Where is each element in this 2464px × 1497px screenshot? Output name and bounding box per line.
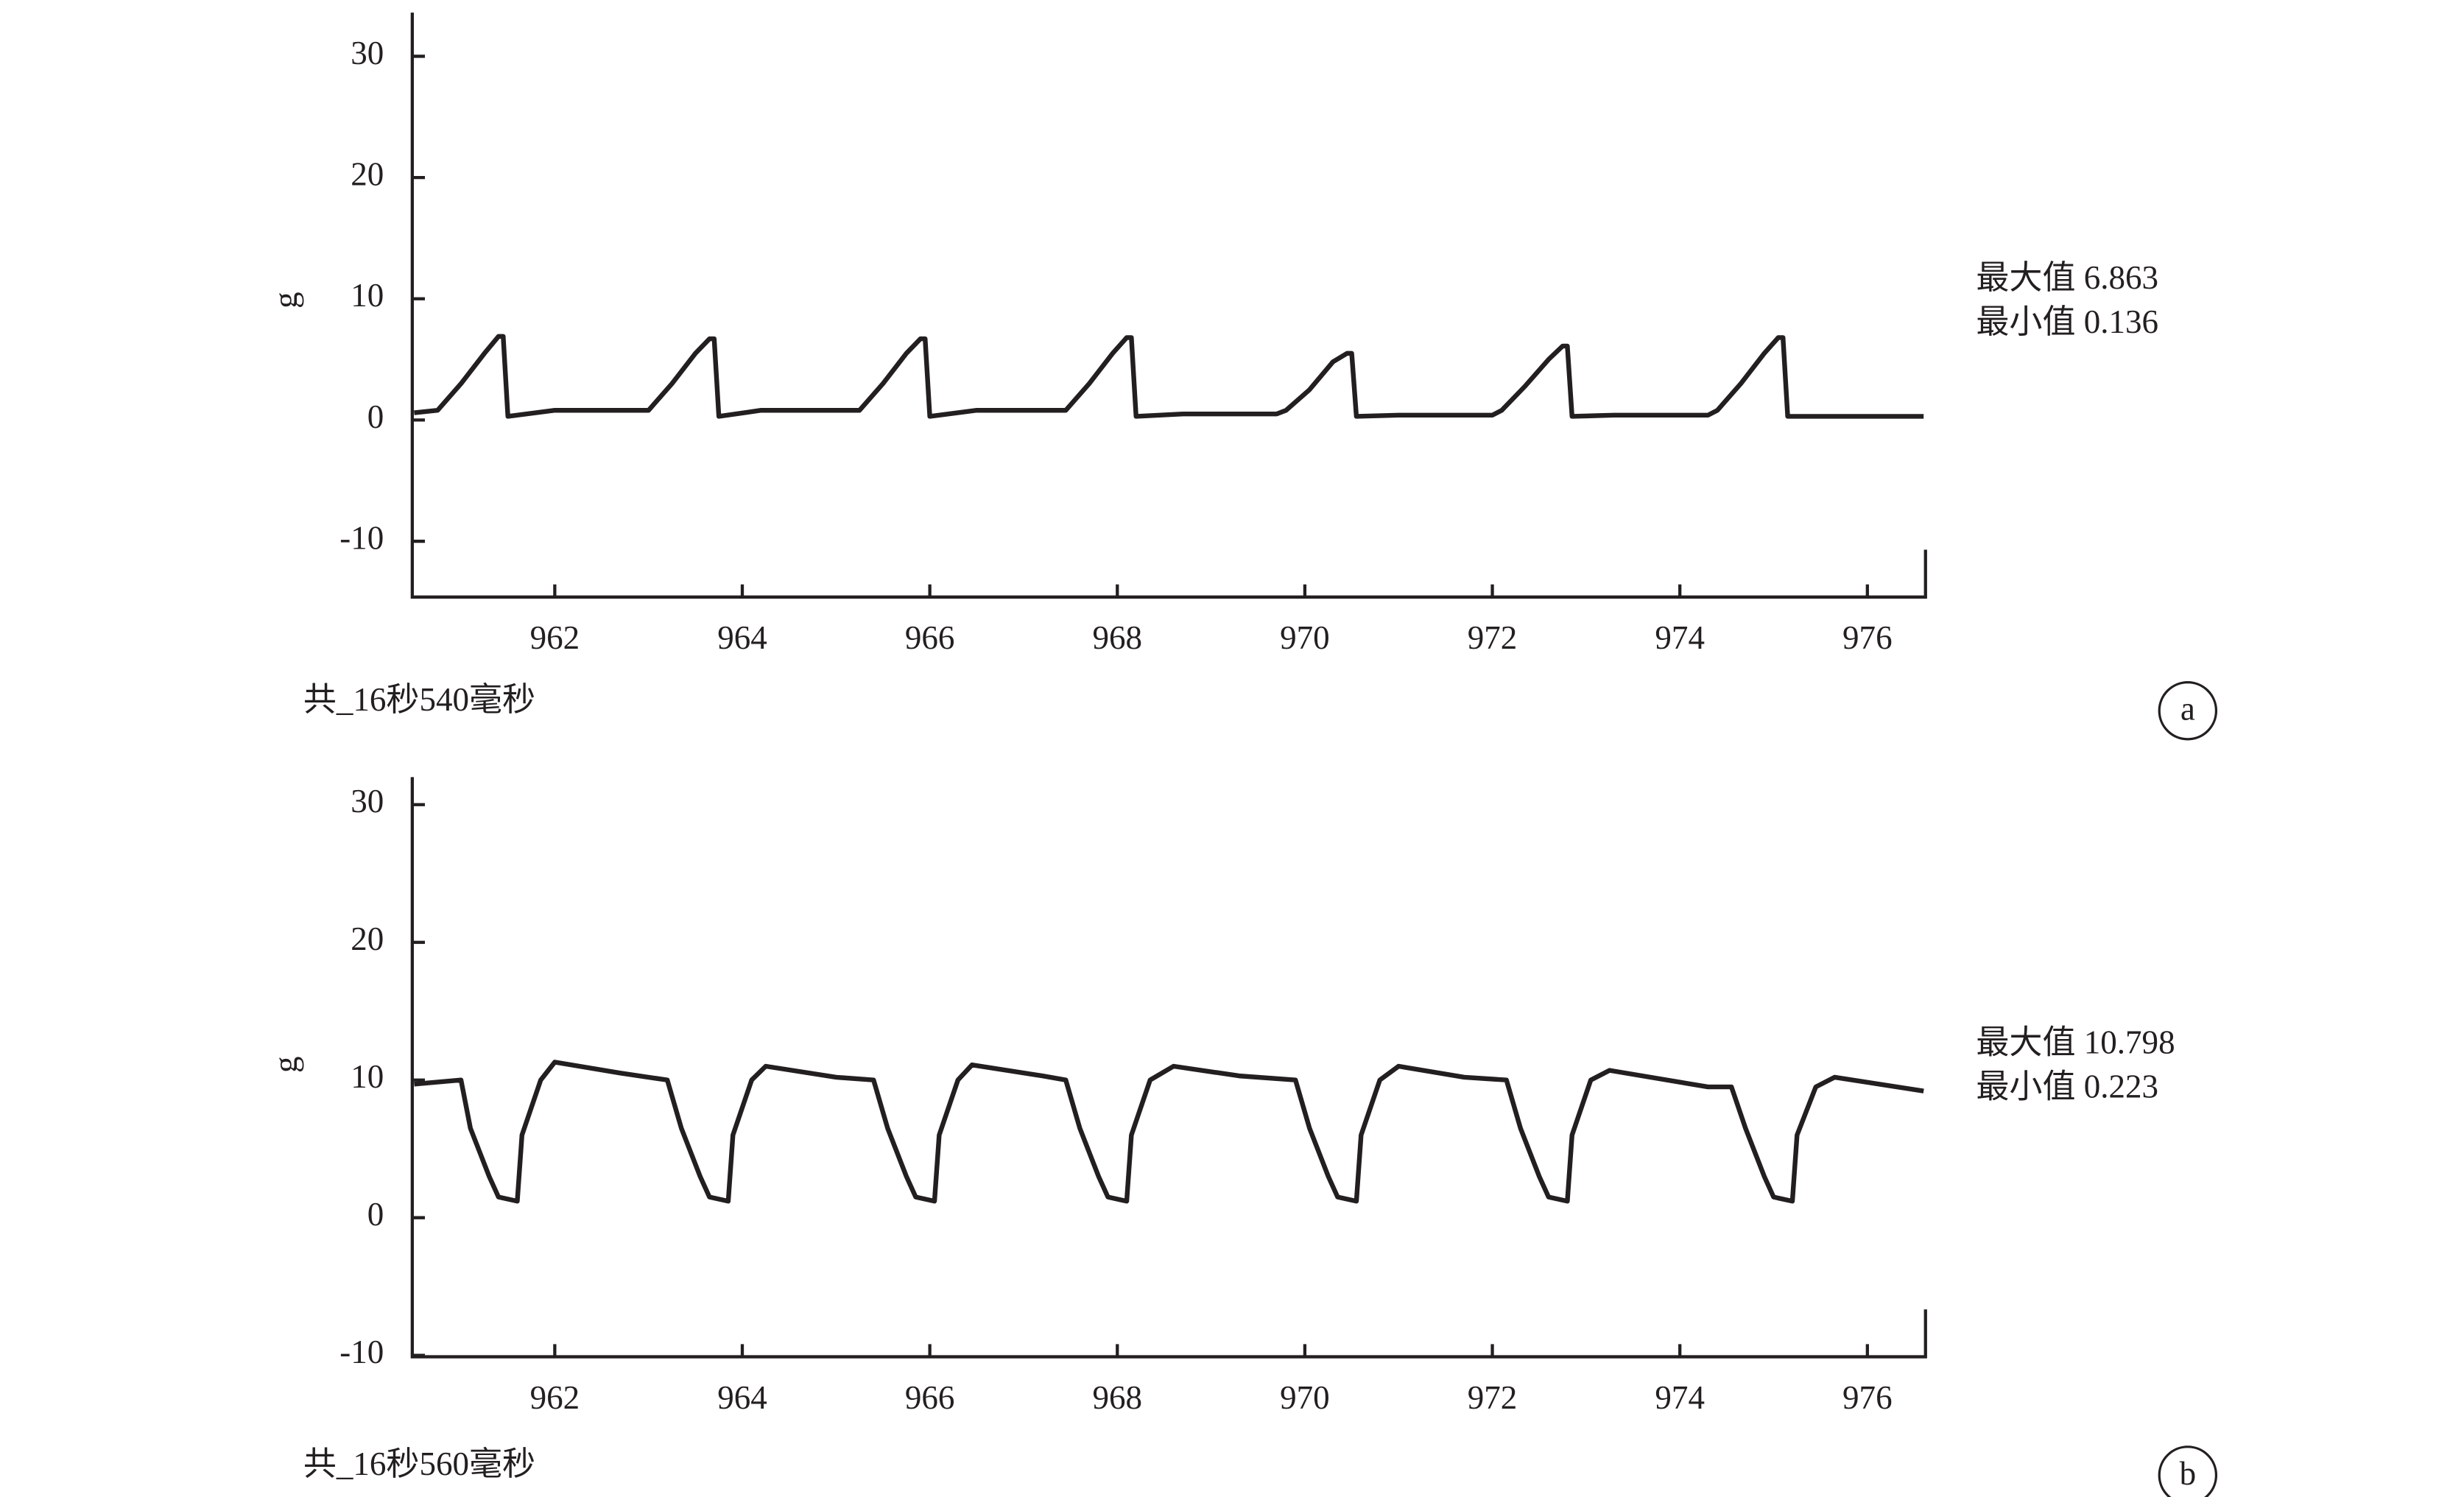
x-tick-label: 964 (717, 619, 767, 656)
y-tick-label: 10 (351, 277, 384, 314)
data-line (414, 334, 1924, 419)
x-tick-label: 966 (905, 619, 955, 656)
annotation: 最小值 0.223 (1976, 1068, 2158, 1105)
x-tick-label: 972 (1468, 1379, 1518, 1416)
x-tick-label: 974 (1655, 619, 1705, 656)
y-tick-label: -10 (339, 1334, 384, 1370)
annotation: 最大值 6.863 (1976, 259, 2158, 296)
x-tick-label: 972 (1468, 619, 1518, 656)
y-axis-label: g (267, 1056, 304, 1073)
x-tick-label: 976 (1842, 619, 1893, 656)
y-tick-label: 10 (351, 1058, 384, 1095)
x-tick-label: 964 (717, 1379, 767, 1416)
y-tick-label: 20 (351, 920, 384, 957)
y-tick-label: 0 (367, 1196, 384, 1233)
y-tick-label: 20 (351, 155, 384, 192)
caption: 共_16秒560毫秒 (303, 1445, 535, 1482)
x-tick-label: 966 (905, 1379, 955, 1416)
x-tick-label: 976 (1842, 1379, 1893, 1416)
y-axis-label: g (267, 292, 304, 309)
x-tick-label: 970 (1280, 619, 1330, 656)
annotation: 最小值 0.136 (1976, 303, 2158, 340)
data-line (414, 1060, 1924, 1204)
axis-line (410, 13, 1927, 599)
figure-body: -10 0 10 20 30 962 964 966 968 970 972 974 976 g 最大值 6… (267, 13, 2218, 1497)
y-tick-label: -10 (339, 519, 384, 556)
x-tick-label: 962 (530, 1379, 580, 1416)
panel-label: b (2180, 1455, 2197, 1492)
x-tick-label: 968 (1093, 619, 1143, 656)
x-tick-label: 968 (1093, 1379, 1143, 1416)
x-tick-label: 962 (530, 619, 580, 656)
axis-line (410, 777, 1927, 1359)
x-tick-label: 970 (1280, 1379, 1330, 1416)
annotation: 最大值 10.798 (1976, 1024, 2175, 1060)
y-tick-label: 30 (351, 783, 384, 820)
y-tick-label: 30 (351, 35, 384, 71)
panel-circle (2158, 1445, 2218, 1497)
caption: 共_16秒540毫秒 (303, 681, 535, 718)
x-tick-label: 974 (1655, 1379, 1705, 1416)
panel-circle (2158, 681, 2218, 741)
y-tick-label: 0 (367, 398, 384, 435)
panel-label: a (2180, 691, 2195, 728)
